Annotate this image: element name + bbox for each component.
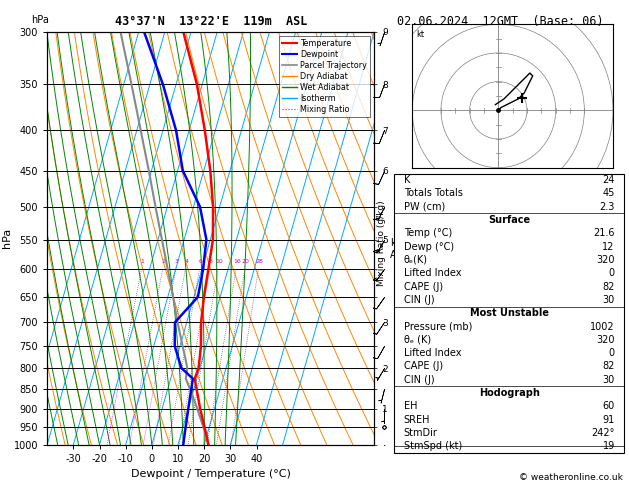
Text: Lifted Index: Lifted Index (404, 268, 461, 278)
Text: θₑ (K): θₑ (K) (404, 335, 431, 345)
Text: Dewp (°C): Dewp (°C) (404, 242, 454, 252)
Text: © weatheronline.co.uk: © weatheronline.co.uk (519, 473, 623, 482)
Text: hPa: hPa (31, 15, 49, 25)
Text: 3: 3 (175, 259, 179, 263)
Text: Temp (°C): Temp (°C) (404, 228, 452, 239)
Text: PW (cm): PW (cm) (404, 202, 445, 212)
Text: 19: 19 (603, 441, 615, 451)
Text: kt: kt (416, 30, 424, 39)
Text: 12: 12 (603, 242, 615, 252)
Text: 0: 0 (609, 268, 615, 278)
Text: 4: 4 (184, 259, 189, 263)
Text: 82: 82 (603, 281, 615, 292)
Text: LCL: LCL (394, 391, 409, 400)
Text: 6: 6 (199, 259, 203, 263)
Text: 43°37'N  13°22'E  119m  ASL: 43°37'N 13°22'E 119m ASL (114, 15, 307, 28)
Text: CAPE (J): CAPE (J) (404, 362, 443, 371)
Text: 02.06.2024  12GMT  (Base: 06): 02.06.2024 12GMT (Base: 06) (397, 15, 603, 28)
Text: 1: 1 (141, 259, 145, 263)
Text: 45: 45 (603, 189, 615, 198)
Text: 10: 10 (215, 259, 223, 263)
Text: 0: 0 (609, 348, 615, 358)
Text: Surface: Surface (488, 215, 530, 225)
Text: 24: 24 (603, 175, 615, 185)
Text: 2: 2 (162, 259, 166, 263)
Text: Pressure (mb): Pressure (mb) (404, 322, 472, 331)
Text: CIN (J): CIN (J) (404, 375, 434, 385)
Text: 91: 91 (603, 415, 615, 425)
Text: Mixing Ratio (g/kg): Mixing Ratio (g/kg) (377, 200, 386, 286)
Text: EH: EH (404, 401, 417, 411)
Text: 242°: 242° (591, 428, 615, 438)
X-axis label: Dewpoint / Temperature (°C): Dewpoint / Temperature (°C) (131, 469, 291, 479)
Text: SREH: SREH (404, 415, 430, 425)
Text: 28: 28 (255, 259, 264, 263)
Text: StmDir: StmDir (404, 428, 437, 438)
Text: 320: 320 (596, 255, 615, 265)
Text: 8: 8 (209, 259, 213, 263)
Text: Hodograph: Hodograph (479, 388, 540, 398)
Text: CAPE (J): CAPE (J) (404, 281, 443, 292)
Text: 82: 82 (603, 362, 615, 371)
Text: 16: 16 (233, 259, 241, 263)
Text: Lifted Index: Lifted Index (404, 348, 461, 358)
Text: 60: 60 (603, 401, 615, 411)
Y-axis label: hPa: hPa (3, 228, 12, 248)
Text: 30: 30 (603, 295, 615, 305)
Text: 21.6: 21.6 (593, 228, 615, 239)
Text: Most Unstable: Most Unstable (470, 308, 548, 318)
Text: CIN (J): CIN (J) (404, 295, 434, 305)
Text: 30: 30 (603, 375, 615, 385)
Text: Totals Totals: Totals Totals (404, 189, 462, 198)
Legend: Temperature, Dewpoint, Parcel Trajectory, Dry Adiabat, Wet Adiabat, Isotherm, Mi: Temperature, Dewpoint, Parcel Trajectory… (279, 35, 370, 117)
Text: K: K (404, 175, 410, 185)
Y-axis label: km
ASL: km ASL (391, 238, 409, 260)
Text: 320: 320 (596, 335, 615, 345)
Text: 1002: 1002 (590, 322, 615, 331)
Text: 20: 20 (242, 259, 250, 263)
Text: 2.3: 2.3 (599, 202, 615, 212)
Text: θₑ(K): θₑ(K) (404, 255, 428, 265)
Text: StmSpd (kt): StmSpd (kt) (404, 441, 462, 451)
